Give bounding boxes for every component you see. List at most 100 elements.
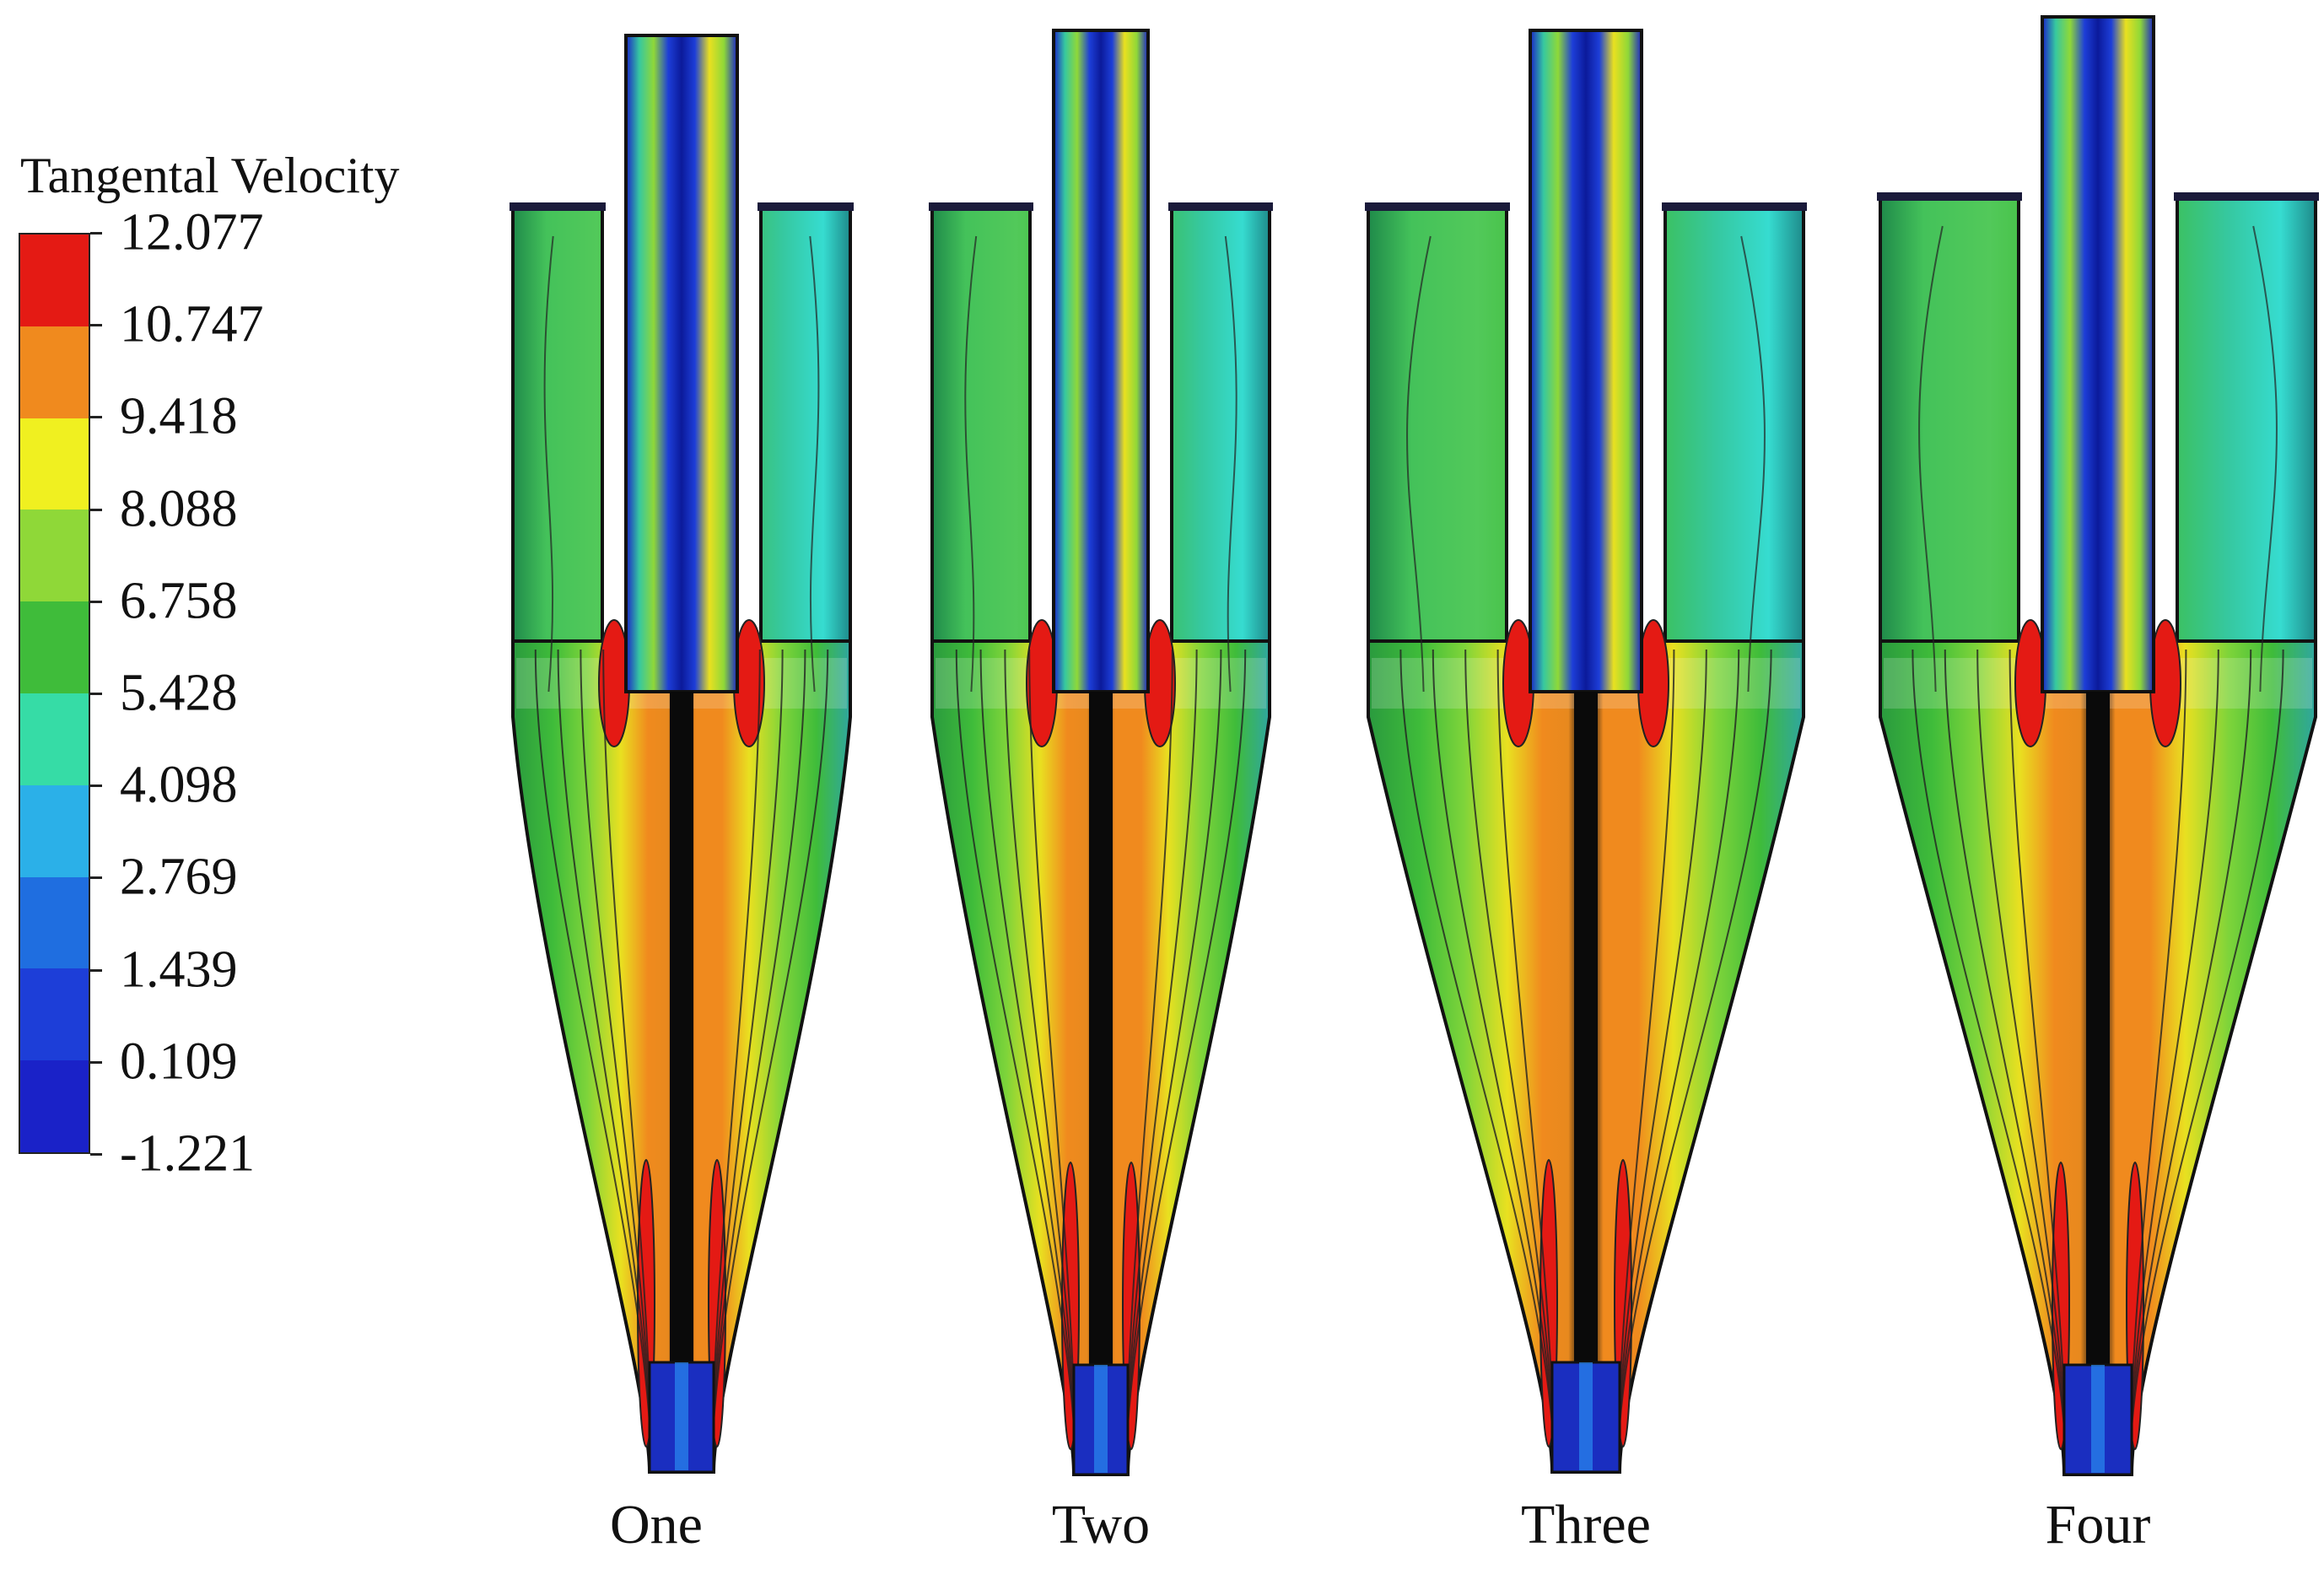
vortex-finder-pipe [624,34,739,693]
contour-line [557,649,652,1456]
contour-line [2129,649,2219,1458]
cylinder-left-wall [930,208,1032,643]
cylinder-left-wall [511,208,604,643]
contour-line [1432,649,1555,1456]
legend-swatch [20,968,89,1061]
contour-line [711,649,784,1456]
legend-tick-mark [90,784,102,788]
contour-line [979,649,1076,1458]
legend-tick-label: 1.439 [120,941,238,999]
legend-swatch [20,418,89,510]
contour-line [1224,235,1237,693]
case-label-3: Three [1521,1494,1651,1556]
cylinder-lid-right [758,202,854,211]
cyclone-3 [1365,29,1807,1474]
contour-line [1125,649,1198,1458]
cyclone-4 [1877,15,2319,1476]
vortex-finder-pipe [1052,29,1150,693]
legend-tick-mark [90,600,102,603]
cylinder-lid-left [510,202,606,211]
cylinder-left-wall [1367,208,1508,643]
legend-title: Tangental Velocity [20,148,400,203]
contour-line [955,649,1076,1458]
contour-line [2129,649,2187,1458]
contour-line [2009,649,2067,1458]
legend-tick-label: 10.747 [120,295,264,353]
legend-tick-label: 2.769 [120,848,238,906]
cylinder-lid-left [1877,192,2022,201]
legend-swatch [20,784,89,877]
contour-line [1399,649,1555,1456]
contour-line [1617,649,1707,1456]
legend-tick-label: 12.077 [120,203,264,262]
vortex-finder-pipe [1529,29,1643,693]
case-label-4: Four [2045,1494,2151,1556]
legend-tick-mark [90,324,102,327]
contour-line [1976,649,2067,1458]
cylinder-right-wall [759,208,852,643]
contour-line [1125,649,1247,1458]
contour-line [1944,649,2067,1458]
legend-tick-mark [90,416,102,419]
cylinder-right-wall [1663,208,1805,643]
contour-line [711,649,806,1456]
legend-tick-label: 4.098 [120,756,238,814]
cylinder-lid-right [2174,192,2319,201]
cylinder-right-wall [2176,197,2317,643]
legend-tick-mark [90,1153,102,1156]
legend-swatch [20,693,89,785]
cylinder-left-wall [1879,197,2020,643]
contour-line [1406,235,1432,693]
central-core [1574,692,1598,1371]
contour-line [1617,649,1772,1456]
legend-tick-label: 9.418 [120,387,238,445]
central-core [1089,692,1113,1373]
contour-line [1617,649,1740,1456]
cylinder-lid-left [1365,202,1510,211]
central-core [2086,692,2110,1373]
cyclone-2 [929,29,1273,1476]
legend-tick-label: -1.221 [120,1124,256,1183]
contour-line [964,235,978,693]
contour-line [602,649,652,1456]
contour-line [2129,649,2284,1458]
cylinder-right-wall [1170,208,1271,643]
cyclone-1 [510,34,854,1474]
cylinder-lid-right [1662,202,1807,211]
legend-tick-label: 8.088 [120,480,238,538]
contour-line [1496,649,1555,1456]
contour-line [711,649,761,1456]
contour-line [1740,235,1766,693]
contour-line [1125,649,1173,1458]
legend-tick-label: 5.428 [120,664,238,722]
contour-line [809,235,820,693]
legend-swatch [20,1060,89,1152]
case-label-1: One [610,1494,703,1556]
contour-line [534,649,652,1456]
central-core [670,692,693,1371]
case-label-2: Two [1051,1494,1151,1556]
apex-highlight [675,1362,688,1470]
legend-tick-mark [90,693,102,695]
legend-tick-label: 6.758 [120,572,238,630]
legend-swatch [20,510,89,602]
apex-highlight [2091,1365,2105,1473]
contour-line [2252,225,2278,693]
legend-swatch [20,876,89,969]
legend-swatch [20,601,89,693]
legend-tick-mark [90,968,102,972]
contour-line [1617,649,1675,1456]
contour-line [1125,649,1222,1458]
legend-tick-mark [90,1060,102,1064]
legend-tick-mark [90,508,102,511]
contour-line [543,235,554,693]
legend-tick-mark [90,232,102,235]
legend-color-bar [19,233,90,1154]
contour-line [580,649,652,1456]
contour-line [2129,649,2252,1458]
legend-swatch [20,326,89,418]
legend-swatch [20,235,89,326]
contour-line [1464,649,1555,1456]
apex-highlight [1579,1362,1593,1470]
